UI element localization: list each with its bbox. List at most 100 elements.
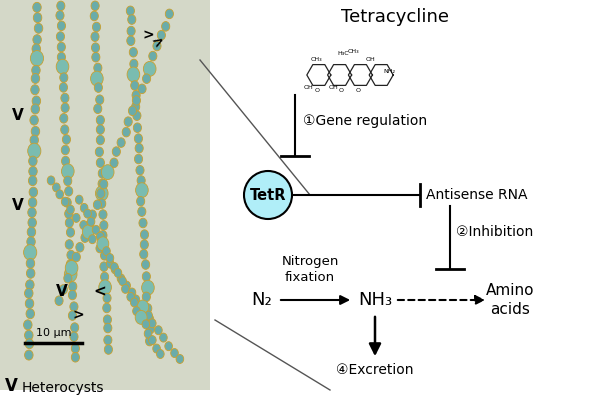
Ellipse shape [112, 147, 121, 156]
Ellipse shape [25, 339, 34, 349]
Ellipse shape [128, 106, 137, 116]
Ellipse shape [68, 311, 77, 320]
Ellipse shape [60, 73, 68, 83]
Ellipse shape [23, 245, 37, 260]
Ellipse shape [63, 198, 71, 207]
Ellipse shape [76, 195, 83, 204]
Ellipse shape [27, 227, 35, 237]
Ellipse shape [136, 183, 148, 198]
Ellipse shape [58, 53, 65, 62]
Ellipse shape [91, 32, 99, 42]
Ellipse shape [106, 254, 114, 263]
Ellipse shape [138, 207, 146, 217]
Ellipse shape [126, 6, 134, 15]
Ellipse shape [142, 320, 149, 329]
Text: Heterocysts: Heterocysts [22, 381, 104, 395]
Ellipse shape [65, 240, 73, 249]
Ellipse shape [81, 233, 89, 243]
Ellipse shape [97, 135, 104, 145]
Text: >: > [151, 33, 167, 51]
Ellipse shape [165, 342, 172, 351]
Ellipse shape [67, 250, 75, 260]
Ellipse shape [146, 336, 154, 346]
Ellipse shape [34, 13, 42, 23]
Ellipse shape [153, 41, 161, 51]
Text: ②Inhibition: ②Inhibition [456, 225, 533, 239]
Ellipse shape [96, 158, 104, 168]
Ellipse shape [133, 111, 141, 120]
Ellipse shape [64, 274, 72, 283]
Ellipse shape [68, 282, 77, 291]
Ellipse shape [29, 156, 37, 166]
Ellipse shape [143, 304, 152, 313]
Text: V: V [56, 284, 68, 300]
Ellipse shape [135, 311, 147, 324]
Text: TetR: TetR [250, 188, 286, 203]
Ellipse shape [101, 250, 110, 260]
Ellipse shape [143, 61, 156, 77]
Ellipse shape [153, 344, 160, 353]
Ellipse shape [64, 267, 77, 282]
Text: OH: OH [365, 57, 375, 62]
Ellipse shape [23, 320, 32, 330]
Ellipse shape [85, 221, 94, 230]
Ellipse shape [142, 272, 151, 281]
Ellipse shape [117, 274, 125, 283]
Circle shape [244, 171, 292, 219]
Ellipse shape [98, 179, 106, 188]
Ellipse shape [61, 197, 69, 206]
Ellipse shape [119, 277, 127, 286]
Ellipse shape [53, 183, 60, 192]
Ellipse shape [111, 265, 119, 274]
Ellipse shape [134, 154, 143, 164]
Ellipse shape [34, 23, 43, 33]
Ellipse shape [96, 125, 104, 134]
Ellipse shape [117, 138, 125, 147]
Ellipse shape [137, 300, 149, 314]
Text: NH₃: NH₃ [358, 291, 392, 309]
Ellipse shape [59, 114, 68, 123]
Ellipse shape [31, 85, 39, 95]
Ellipse shape [131, 81, 139, 90]
Ellipse shape [94, 83, 103, 92]
Ellipse shape [59, 83, 68, 92]
Ellipse shape [128, 15, 136, 24]
Ellipse shape [73, 213, 80, 222]
Ellipse shape [103, 247, 110, 256]
Ellipse shape [97, 189, 105, 198]
Ellipse shape [133, 96, 140, 105]
Ellipse shape [80, 204, 88, 212]
Ellipse shape [110, 158, 118, 168]
Ellipse shape [56, 190, 64, 199]
Ellipse shape [99, 210, 107, 219]
Ellipse shape [122, 127, 130, 137]
Ellipse shape [96, 115, 104, 125]
Ellipse shape [28, 143, 41, 159]
Ellipse shape [123, 281, 130, 290]
Ellipse shape [146, 314, 154, 324]
Ellipse shape [137, 176, 145, 185]
Ellipse shape [104, 345, 112, 354]
Ellipse shape [87, 217, 95, 226]
Ellipse shape [89, 235, 96, 244]
Ellipse shape [58, 21, 65, 31]
Text: V: V [5, 377, 18, 395]
Ellipse shape [132, 90, 140, 100]
Ellipse shape [76, 243, 84, 252]
Ellipse shape [144, 329, 152, 338]
Ellipse shape [103, 303, 111, 313]
Ellipse shape [142, 260, 150, 269]
Ellipse shape [95, 95, 104, 105]
Text: Tetracycline: Tetracycline [341, 8, 449, 26]
Ellipse shape [28, 197, 37, 208]
Ellipse shape [28, 208, 36, 217]
Text: O: O [339, 88, 344, 93]
Ellipse shape [129, 48, 137, 57]
Ellipse shape [160, 333, 167, 342]
Text: OH: OH [304, 85, 314, 90]
Ellipse shape [155, 326, 162, 335]
Ellipse shape [72, 252, 80, 262]
Ellipse shape [61, 125, 69, 134]
Ellipse shape [127, 26, 135, 36]
Ellipse shape [139, 218, 147, 228]
